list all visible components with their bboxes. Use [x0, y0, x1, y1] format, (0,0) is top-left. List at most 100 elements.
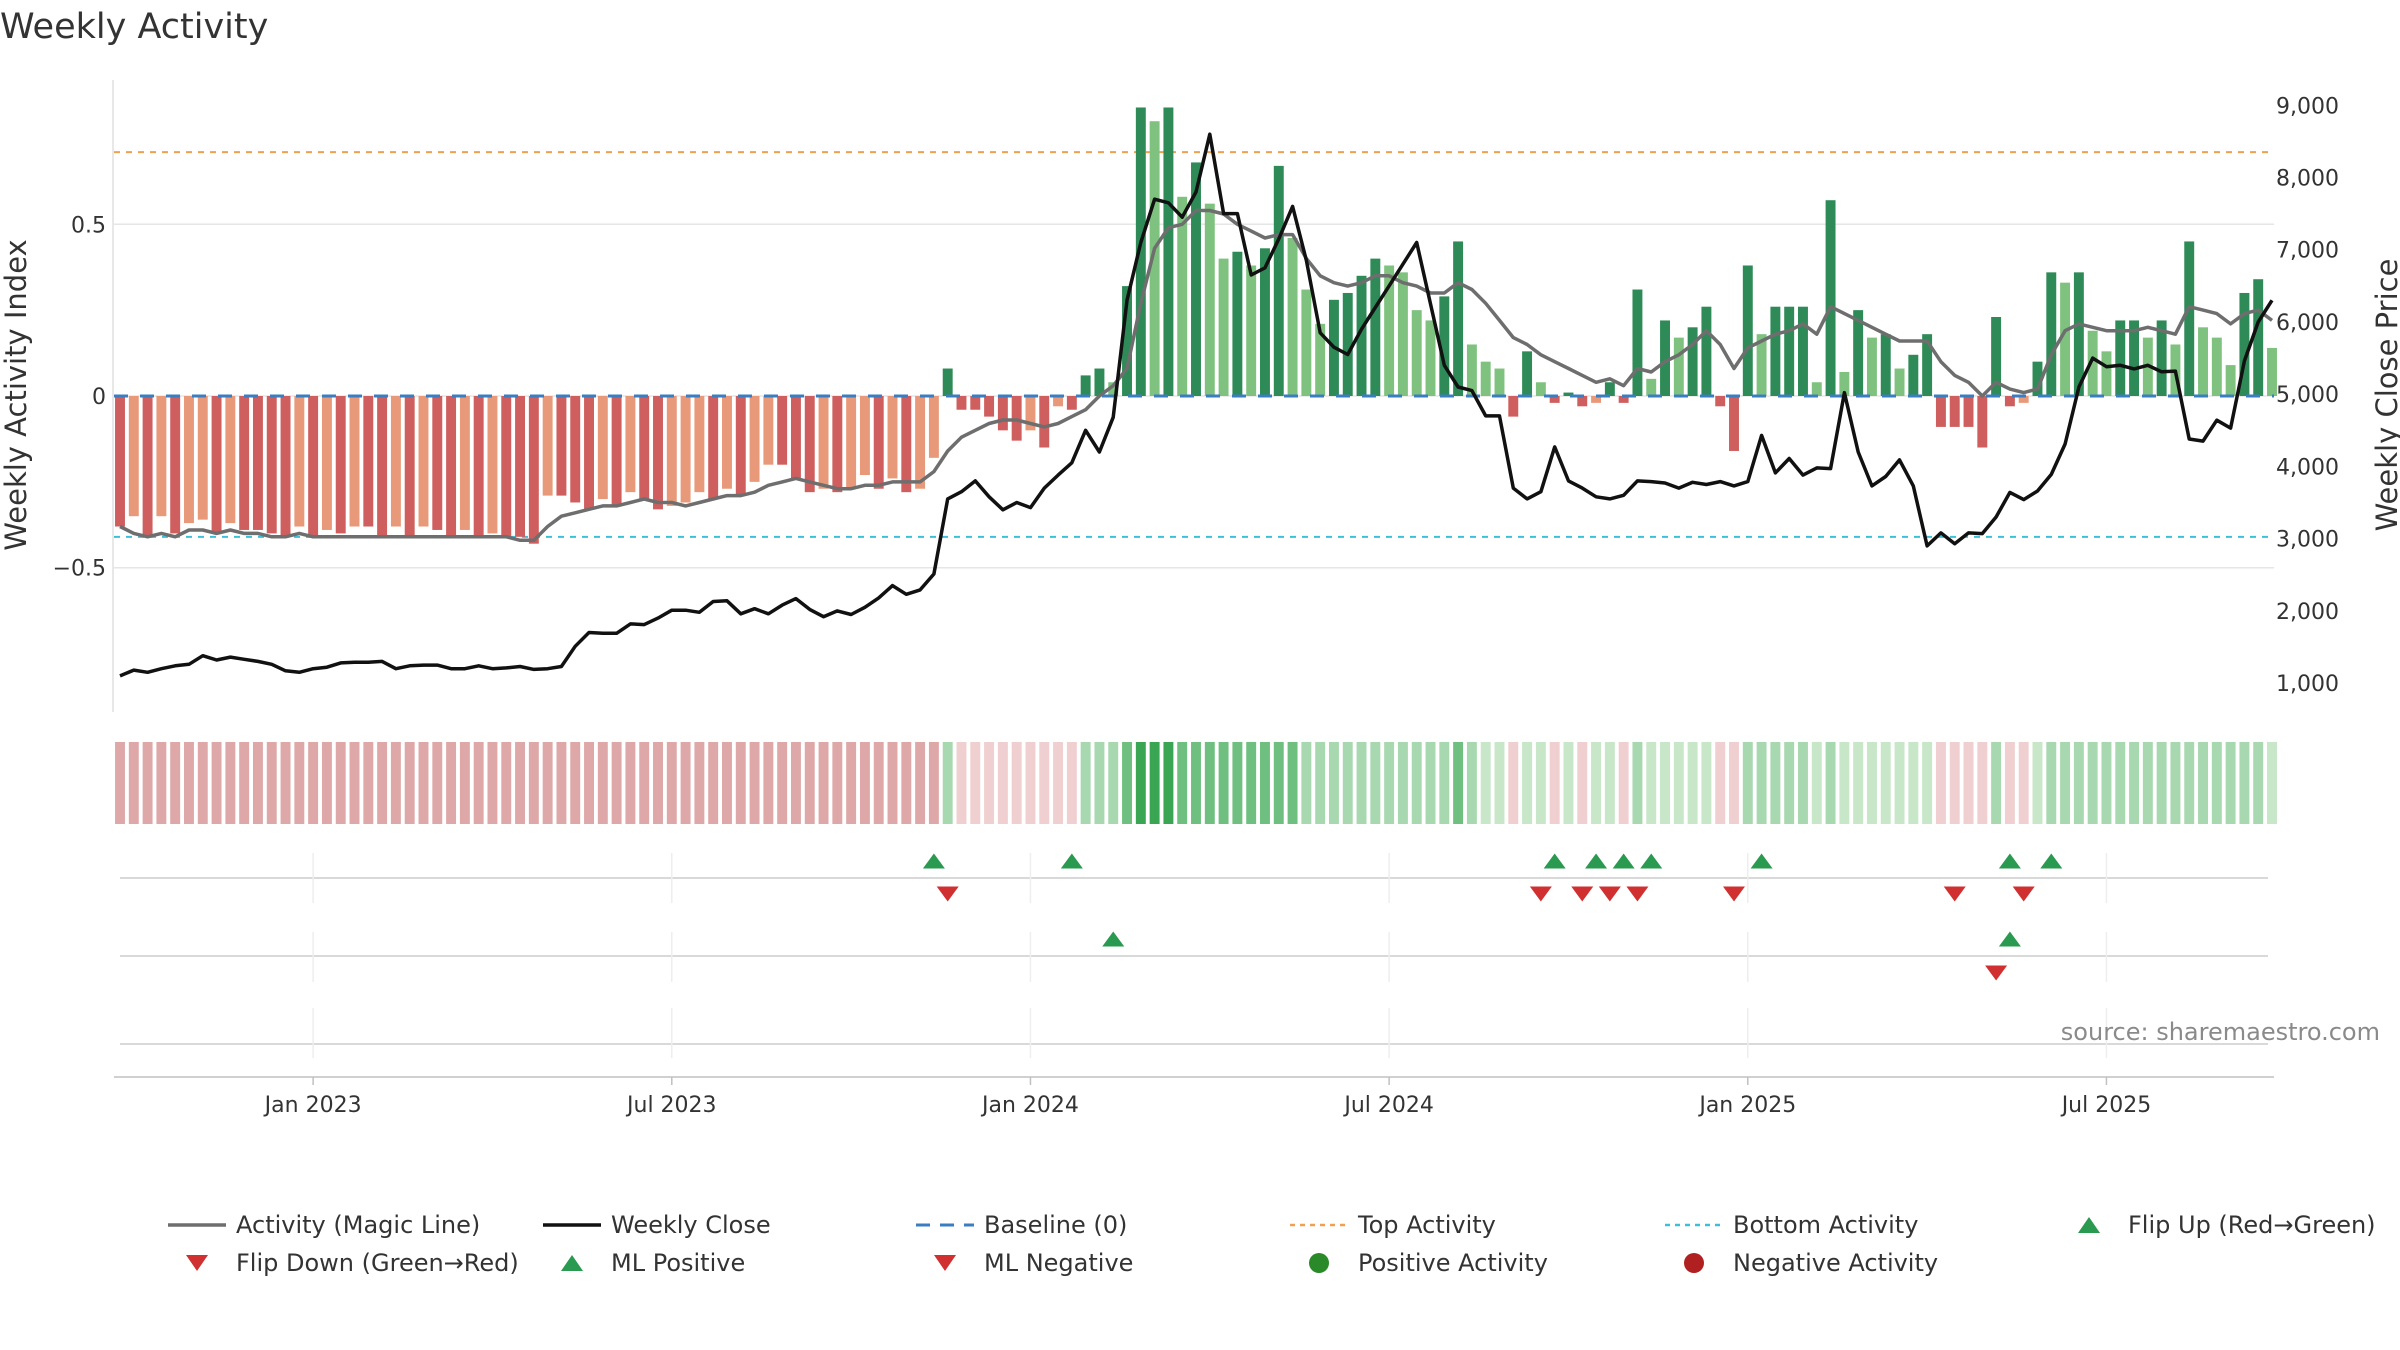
ml-positive-marker: [1998, 931, 2021, 947]
activity-bar: [2018, 396, 2029, 403]
flip-down-marker: [2012, 886, 2035, 902]
regime-cell: [1935, 742, 1946, 824]
regime-cell: [308, 742, 319, 824]
regime-cell: [1397, 742, 1408, 824]
activity-bar: [1232, 251, 1243, 396]
signal-markers: [120, 853, 2268, 1058]
activity-bar: [1549, 396, 1560, 403]
activity-bar: [1729, 396, 1739, 451]
regime-cell: [1122, 742, 1132, 824]
flip-up-marker: [1585, 853, 1608, 869]
regime-cell: [2211, 742, 2222, 824]
activity-bar: [666, 396, 677, 506]
regime-cell: [390, 742, 401, 824]
regime-cell: [1866, 742, 1877, 824]
activity-bar: [1066, 396, 1077, 410]
activity-bar: [1825, 200, 1836, 396]
regime-cell: [804, 742, 815, 824]
activity-bar: [1204, 203, 1215, 396]
activity-bar: [2032, 361, 2043, 396]
activity-bar: [1480, 361, 1491, 396]
weekly-close-series: [119, 132, 2274, 678]
activity-bar: [1053, 396, 1064, 407]
activity-bar: [2129, 320, 2140, 396]
activity-bar: [1646, 378, 1657, 396]
activity-bar: [1811, 382, 1822, 396]
activity-bar: [1660, 320, 1670, 396]
activity-bar: [2239, 292, 2250, 396]
regime-cell: [1480, 742, 1491, 824]
regime-cell: [1053, 742, 1064, 824]
regime-cell: [128, 742, 139, 824]
regime-cell: [1094, 742, 1105, 824]
regime-cell: [446, 742, 457, 824]
regime-cell: [1591, 742, 1602, 824]
regime-cell: [1977, 742, 1988, 824]
activity-bar: [335, 396, 346, 534]
legend-label: ML Positive: [611, 1249, 745, 1277]
activity-bar: [1701, 306, 1712, 396]
regime-cell: [1949, 742, 1960, 824]
activity-bar: [1715, 396, 1726, 407]
legend-label: Bottom Activity: [1733, 1211, 1918, 1239]
legend-swatch-down-triangle: [934, 1255, 956, 1271]
activity-bar: [1949, 396, 1960, 427]
regime-cell: [708, 742, 719, 824]
x-tick-label: Jan 2025: [1697, 1093, 1796, 1118]
regime-cell: [2087, 742, 2098, 824]
activity-bar: [1742, 265, 1753, 396]
regime-cell: [1039, 742, 1050, 824]
regime-cell: [1660, 742, 1670, 824]
regime-cell: [418, 742, 429, 824]
activity-bar: [763, 396, 774, 465]
regime-cell: [639, 742, 650, 824]
activity-bar: [1315, 323, 1326, 396]
activity-bar: [487, 396, 498, 534]
activity-bar: [1191, 162, 1201, 396]
regime-cell: [184, 742, 194, 824]
regime-cell: [363, 742, 374, 824]
regime-cell: [2267, 742, 2277, 824]
legend-label: Negative Activity: [1733, 1249, 1938, 1277]
regime-cell: [142, 742, 153, 824]
activity-bar: [2156, 320, 2167, 396]
y-right-tick-label: 8,000: [2276, 167, 2339, 192]
activity-bar: [142, 396, 153, 537]
x-tick-label: Jul 2023: [625, 1093, 717, 1118]
regime-cell: [1646, 742, 1657, 824]
regime-cell: [1108, 742, 1119, 824]
flip-up-marker: [1998, 853, 2021, 869]
activity-bar: [197, 396, 208, 520]
regime-cell: [901, 742, 912, 824]
activity-bar: [653, 396, 663, 510]
chart-title: Weekly Activity: [0, 7, 268, 47]
activity-bar: [156, 396, 167, 517]
legend-label: Positive Activity: [1358, 1249, 1548, 1277]
legend-label: Flip Down (Green→Red): [236, 1249, 519, 1277]
flip-up-marker: [1543, 853, 1566, 869]
activity-bar: [1991, 317, 2002, 396]
regime-cell: [611, 742, 622, 824]
regime-cell: [984, 742, 995, 824]
activity-bars: [115, 107, 2277, 544]
activity-bar: [1094, 368, 1105, 396]
regime-cell: [1246, 742, 1257, 824]
activity-bar: [294, 396, 305, 527]
activity-bar: [528, 396, 539, 544]
flip-up-marker: [1750, 853, 1773, 869]
regime-cell: [1742, 742, 1753, 824]
activity-bar: [1260, 248, 1270, 396]
regime-cell: [2225, 742, 2236, 824]
regime-cell: [928, 742, 939, 824]
regime-cell: [1204, 742, 1215, 824]
y-right-tick-label: 9,000: [2276, 94, 2339, 119]
y-right-axis-title: Weekly Close Price: [2370, 259, 2400, 532]
regime-cell: [1384, 742, 1395, 824]
activity-bar: [970, 396, 981, 410]
y-right-tick-label: 5,000: [2276, 383, 2339, 408]
regime-cell: [404, 742, 415, 824]
activity-bar: [928, 396, 939, 458]
regime-cell: [584, 742, 594, 824]
regime-cell: [487, 742, 498, 824]
